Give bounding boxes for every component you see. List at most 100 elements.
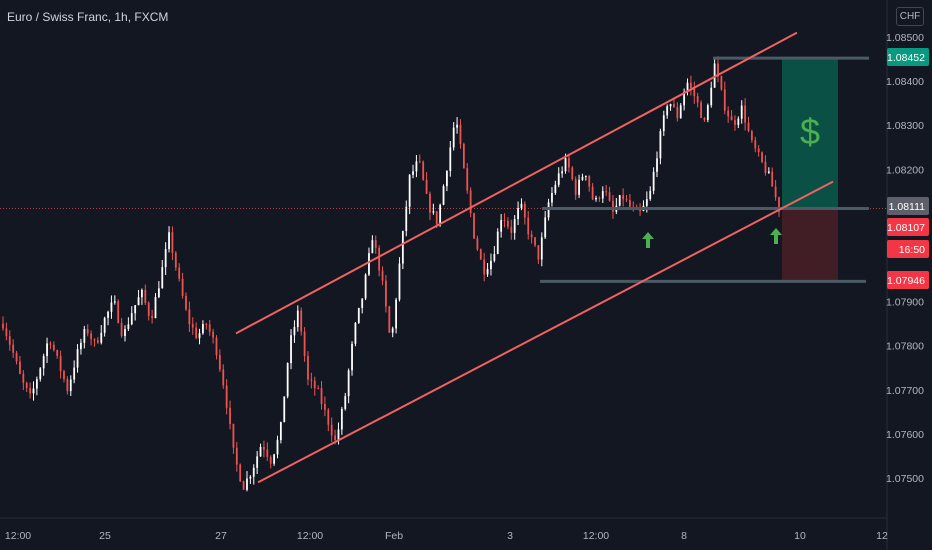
candle-body <box>351 343 353 371</box>
channel-lower-line[interactable] <box>257 180 834 484</box>
x-tick-label: 12:00 <box>5 530 31 542</box>
candle-body <box>730 116 733 121</box>
candle-body <box>544 217 547 238</box>
candle-body <box>25 382 28 389</box>
candle-body <box>673 104 675 108</box>
candle-body <box>584 175 587 177</box>
candle-body <box>371 240 374 254</box>
candle-body <box>486 269 489 275</box>
candle-body <box>442 186 445 205</box>
candle-body <box>205 324 208 326</box>
candle-body <box>456 124 458 128</box>
candle-body <box>5 328 8 337</box>
chart-title: Euro / Swiss Franc, 1h, FXCM <box>7 10 169 24</box>
candle-body <box>723 89 726 111</box>
candle-body <box>601 191 604 199</box>
y-tick-label: 1.07500 <box>886 473 924 485</box>
candle-body <box>66 379 69 392</box>
candle-body <box>19 361 21 374</box>
candle-body <box>15 352 18 362</box>
candle-body <box>232 423 235 448</box>
candle-body <box>530 234 533 238</box>
candle-body <box>154 297 157 319</box>
candle-body <box>134 305 137 314</box>
candle-body <box>320 388 323 405</box>
candle-body <box>347 370 350 397</box>
candle-body <box>727 110 730 117</box>
candle-body <box>412 171 414 175</box>
candle-body <box>374 240 377 248</box>
candle-body <box>490 260 492 270</box>
candle-body <box>378 247 381 271</box>
candle-body <box>83 328 86 343</box>
candle-body <box>279 422 282 441</box>
candle-body <box>557 173 560 185</box>
candle-body <box>659 131 662 159</box>
candle-body <box>59 355 62 372</box>
candle-body <box>662 115 665 132</box>
dollar-icon: $ <box>800 111 820 152</box>
y-tick-label: 1.07600 <box>886 429 924 441</box>
candle-body <box>581 176 584 180</box>
candle-body <box>395 299 397 329</box>
candle-body <box>513 219 516 233</box>
candle-body <box>259 446 262 457</box>
x-tick-label: 12 <box>876 530 888 542</box>
candle-body <box>669 104 672 107</box>
candle-body <box>778 197 780 212</box>
candle-body <box>242 481 245 490</box>
candle-body <box>507 220 509 227</box>
candle-body <box>208 324 211 332</box>
candle-body <box>750 131 753 141</box>
candle-body <box>178 267 181 279</box>
candle-body <box>110 302 113 312</box>
candle-body <box>540 237 543 260</box>
candle-body <box>703 117 706 121</box>
candle-body <box>500 220 503 232</box>
x-tick-label: 25 <box>99 530 111 542</box>
candle-body <box>368 253 370 275</box>
candle-body <box>344 396 347 410</box>
currency-button[interactable]: CHF <box>896 7 924 26</box>
candle-body <box>462 143 465 169</box>
candle-body <box>324 404 326 410</box>
channel-upper-line[interactable] <box>235 31 798 335</box>
candle-body <box>612 200 614 212</box>
candle-body <box>483 259 486 275</box>
candle-body <box>202 324 204 334</box>
candle-body <box>656 158 658 172</box>
candle-body <box>147 302 150 316</box>
x-tick-label: Feb <box>385 530 403 542</box>
x-tick-label: 12:00 <box>583 530 609 542</box>
candle-body <box>689 82 692 89</box>
candle-body <box>246 478 248 490</box>
candle-body <box>76 349 79 368</box>
candle-body <box>398 263 401 300</box>
candle-body <box>679 105 682 119</box>
candle-body <box>469 190 472 214</box>
candle-body <box>249 476 252 479</box>
candle-body <box>696 96 699 103</box>
candle-body <box>446 170 448 187</box>
candle-body <box>144 289 147 303</box>
candle-body <box>439 204 442 225</box>
candle-body <box>591 186 594 200</box>
candle-body <box>86 328 89 334</box>
candle-body <box>574 179 577 195</box>
candle-body <box>337 429 340 441</box>
y-tick-label: 1.07700 <box>886 385 924 397</box>
candle-body <box>46 343 48 357</box>
candle-body <box>93 339 96 341</box>
price-label: 1.07946 <box>887 275 925 287</box>
candle-body <box>317 388 320 390</box>
candle-body <box>218 355 221 370</box>
y-tick-label: 1.07800 <box>886 341 924 353</box>
candle-body <box>449 147 452 171</box>
price-label-box <box>887 271 929 289</box>
candle-body <box>568 158 570 168</box>
candle-body <box>710 87 713 106</box>
candle-body <box>676 107 679 119</box>
price-label: 16:50 <box>899 244 925 256</box>
candle-body <box>435 211 438 225</box>
